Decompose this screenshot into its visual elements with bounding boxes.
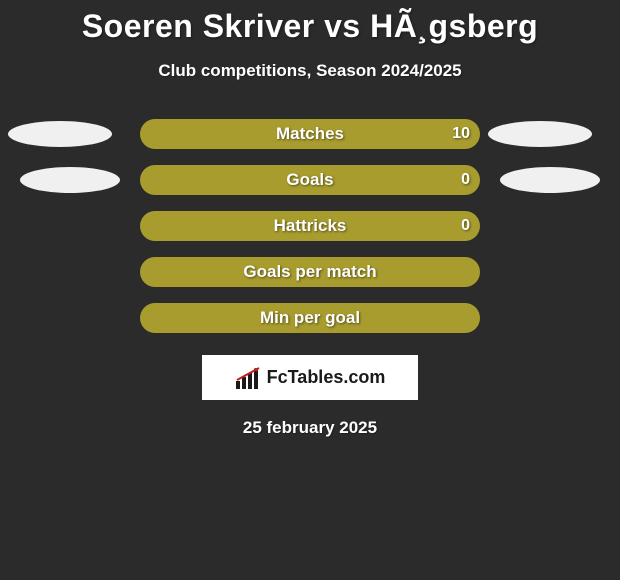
stats-rows: Matches 10 Goals 0 Hattricks 0 Goals per match… [0,119,620,333]
stat-row: Hattricks 0 [0,211,620,241]
stat-row: Goals per match [0,257,620,287]
stat-bar: Goals 0 [140,165,480,195]
left-ellipse [20,167,120,193]
stat-label: Goals per match [243,262,376,282]
stat-bar: Hattricks 0 [140,211,480,241]
infographic-container: Soeren Skriver vs HÃ¸gsberg Club competi… [0,0,620,438]
stat-bar: Matches 10 [140,119,480,149]
left-ellipse [8,121,112,147]
stat-label: Hattricks [274,216,347,236]
logo-chart-icon [235,367,261,389]
stat-value: 0 [461,171,470,189]
right-ellipse [488,121,592,147]
stat-row: Matches 10 [0,119,620,149]
stat-label: Matches [276,124,344,144]
stat-row: Min per goal [0,303,620,333]
right-ellipse [500,167,600,193]
logo-text: FcTables.com [267,367,386,388]
stat-label: Goals [286,170,333,190]
footer-date: 25 february 2025 [0,418,620,438]
stat-value: 0 [461,217,470,235]
stat-value: 10 [452,125,470,143]
stat-row: Goals 0 [0,165,620,195]
page-title: Soeren Skriver vs HÃ¸gsberg [0,8,620,45]
stat-label: Min per goal [260,308,360,328]
logo-box: FcTables.com [202,355,418,400]
stat-bar: Min per goal [140,303,480,333]
page-subtitle: Club competitions, Season 2024/2025 [0,61,620,81]
stat-bar: Goals per match [140,257,480,287]
